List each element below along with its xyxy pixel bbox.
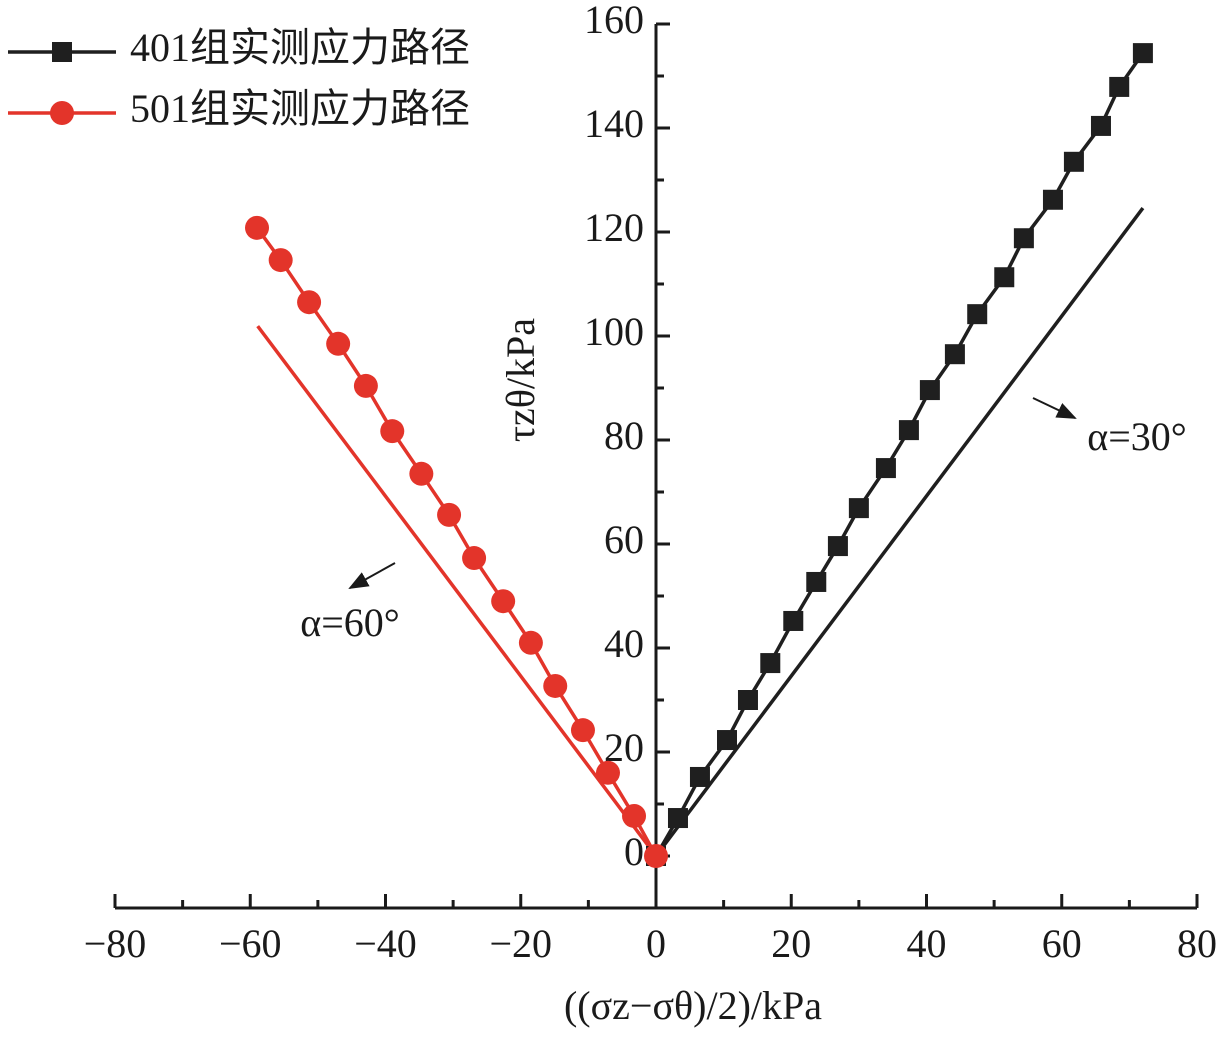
data-point (1109, 76, 1130, 97)
data-point (1090, 115, 1111, 136)
x-tick-label: 20 (771, 921, 811, 966)
data-point (1013, 228, 1034, 249)
legend-label: 401组实测应力路径 (130, 25, 470, 70)
data-point (297, 290, 322, 315)
x-tick-label: −60 (219, 921, 282, 966)
data-point (1063, 151, 1084, 172)
annotation-arrow (348, 562, 396, 589)
data-point (245, 215, 270, 240)
data-point (760, 653, 781, 674)
y-tick-label: 80 (604, 413, 644, 458)
data-point (518, 630, 543, 655)
data-point (689, 766, 710, 787)
data-point (967, 304, 988, 325)
data-point (380, 419, 405, 444)
data-point (827, 536, 848, 557)
series-line (255, 226, 658, 857)
data-point (919, 380, 940, 401)
data-point (667, 808, 688, 829)
y-axis-label: τzθ/kPa (498, 318, 543, 442)
y-tick-label: 40 (604, 621, 644, 666)
x-tick-label: −20 (489, 921, 552, 966)
x-tick-label: 0 (646, 921, 666, 966)
x-tick-label: 60 (1042, 921, 1082, 966)
data-point (462, 546, 487, 571)
data-point (898, 420, 919, 441)
y-tick-label: 100 (584, 309, 644, 354)
x-tick-label: 40 (907, 921, 947, 966)
data-point (491, 589, 516, 614)
data-point (1132, 43, 1153, 64)
data-point (437, 502, 462, 527)
data-point (783, 610, 804, 631)
data-point (326, 331, 351, 356)
reference-line (256, 325, 658, 858)
data-point (543, 673, 568, 698)
data-point (622, 803, 647, 828)
data-point (268, 248, 293, 273)
data-point (875, 458, 896, 479)
data-point (353, 373, 378, 398)
legend-label: 501组实测应力路径 (130, 86, 470, 131)
y-tick-label: 60 (604, 517, 644, 562)
legend-marker (52, 42, 72, 62)
data-point (737, 690, 758, 710)
y-tick-label: 140 (584, 101, 644, 146)
annotation: α=30° (1087, 414, 1187, 459)
data-point (848, 498, 869, 519)
data-point (806, 571, 827, 592)
y-tick-label: 120 (584, 205, 644, 250)
x-tick-label: −80 (84, 921, 147, 966)
annotation: α=60° (300, 600, 400, 645)
data-point (644, 844, 668, 868)
data-point (717, 730, 738, 751)
data-point (570, 718, 595, 743)
reference-line (654, 207, 1145, 858)
x-tick-label: 80 (1177, 921, 1217, 966)
data-point (1042, 189, 1063, 210)
annotation-arrow (1032, 397, 1077, 419)
data-point (595, 760, 620, 785)
data-point (944, 344, 965, 365)
x-tick-label: −40 (354, 921, 417, 966)
x-axis-label: ((σz−σθ)/2)/kPa (564, 983, 822, 1028)
y-tick-label: 160 (584, 0, 644, 42)
data-point (409, 461, 434, 486)
y-tick-label: 0 (624, 829, 644, 874)
data-point (994, 267, 1015, 288)
series-line (654, 52, 1145, 857)
legend-marker (50, 101, 74, 125)
